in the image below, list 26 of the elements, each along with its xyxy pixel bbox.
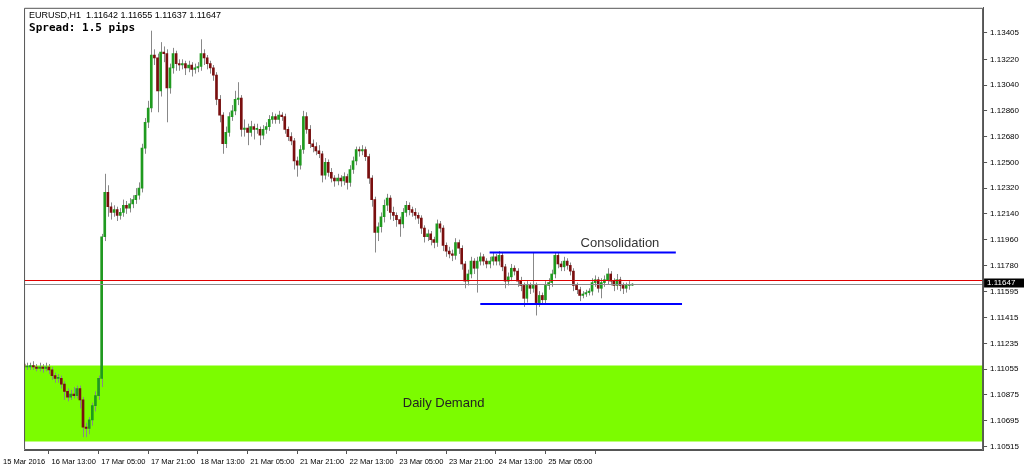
y-tick-label: 1.10695 <box>990 415 1020 425</box>
candlestick <box>398 216 401 238</box>
y-tick-label: 1.13220 <box>990 54 1020 64</box>
y-tick-label: 1.12500 <box>990 157 1020 167</box>
y-tick-label: 1.10875 <box>990 390 1020 400</box>
y-tick-label: 1.11415 <box>990 312 1019 322</box>
band-label: Daily Demand <box>402 395 485 411</box>
y-tick-label: 1.12860 <box>990 106 1020 116</box>
y-tick-label: 1.10515 <box>990 441 1020 451</box>
text: Spread: 1.5 pips <box>29 20 136 34</box>
candlestick <box>243 118 246 138</box>
y-tick-label: 1.11235 <box>990 338 1019 348</box>
y-tick-label: 1.13405 <box>990 28 1020 38</box>
y-tick-label: 1.11960 <box>990 234 1019 244</box>
y-tick-label: 1.11595 <box>990 287 1019 297</box>
candlestick <box>246 123 249 146</box>
y-tick-label: 1.13040 <box>990 80 1020 90</box>
chart-title: EURUSD,H1 1.11642 1.11655 1.11637 1.11647 <box>29 9 222 20</box>
y-tick-label: 1.11055 <box>990 364 1019 374</box>
y-tick-label: 1.12680 <box>990 131 1020 141</box>
y-tick-label: 1.12320 <box>990 183 1020 193</box>
ref-line-label: 1.11647 <box>987 278 1016 288</box>
annotation: Consolidation <box>580 234 660 250</box>
candlestick <box>63 380 66 401</box>
y-tick-label: 1.11780 <box>990 260 1019 270</box>
y-tick-label: 1.12140 <box>990 209 1020 219</box>
